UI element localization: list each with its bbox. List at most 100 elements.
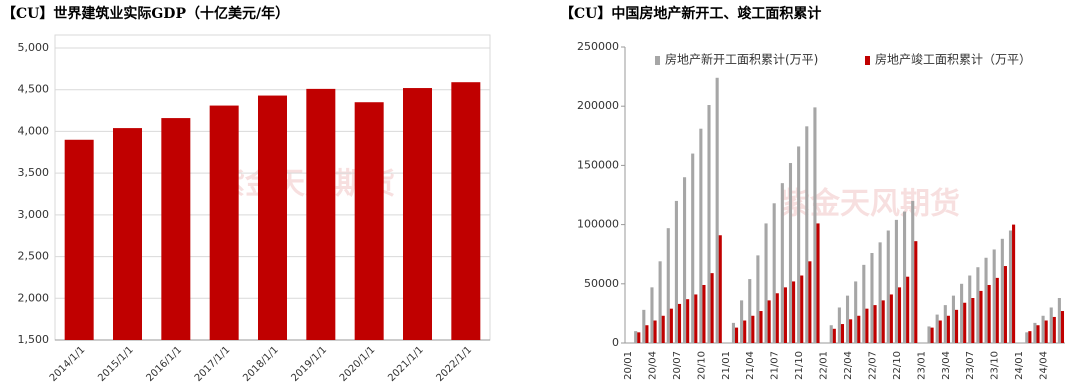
y-tick-label: 150000 [577, 158, 619, 171]
bar [740, 300, 744, 343]
bar [710, 273, 714, 343]
bar [955, 309, 959, 343]
bar [792, 281, 796, 343]
bar [666, 228, 670, 343]
bar [1049, 307, 1053, 343]
bar [354, 102, 384, 340]
bar [1036, 325, 1040, 343]
x-tick-label: 2015/1/1 [96, 344, 136, 384]
bar [960, 283, 964, 343]
x-tick-label: 2016/1/1 [145, 344, 185, 384]
bar [1008, 230, 1013, 343]
y-tick-label: 200000 [577, 99, 619, 112]
bar [683, 177, 687, 343]
y-tick-label: 3,500 [18, 166, 50, 179]
bar [634, 331, 638, 343]
bar [686, 299, 690, 343]
bar [759, 311, 763, 343]
x-tick-label: 2020/1/1 [338, 344, 378, 384]
bar [751, 315, 755, 343]
legend-swatch [865, 56, 870, 65]
bar [403, 88, 432, 340]
x-tick-label: 2019/1/1 [290, 344, 330, 384]
bar [897, 287, 902, 343]
bar [451, 82, 481, 340]
bar [995, 277, 999, 343]
y-tick-label: 250000 [577, 40, 619, 53]
x-tick-label: 21/01 [721, 351, 732, 380]
bar [1052, 316, 1056, 343]
x-tick-label: 24/04 [1039, 351, 1050, 380]
x-tick-label: 2018/1/1 [241, 344, 281, 384]
bar [669, 308, 673, 343]
bar [906, 276, 910, 343]
bar [1025, 332, 1029, 343]
bar [816, 223, 820, 343]
bar [718, 235, 722, 343]
bar [715, 77, 719, 343]
x-tick-label: 22/04 [843, 351, 854, 380]
x-tick-label: 20/04 [647, 351, 658, 380]
bar [731, 322, 735, 343]
bar [743, 320, 747, 343]
y-tick-label: 0 [612, 336, 619, 349]
bar [829, 325, 833, 343]
bar [927, 326, 931, 343]
x-tick-label: 2017/1/1 [193, 344, 233, 384]
bar [1000, 238, 1004, 343]
legend-label: 房地产新开工面积累计(万平) [665, 52, 818, 67]
x-tick-label: 2021/1/1 [386, 344, 426, 384]
bar [984, 257, 988, 343]
bar [637, 332, 641, 343]
bar [756, 255, 760, 343]
bar [748, 279, 752, 343]
bar [674, 200, 678, 343]
bar [903, 211, 907, 343]
bar [258, 95, 287, 340]
watermark: 紫金天风期货 [780, 187, 960, 222]
bar [976, 267, 980, 343]
x-tick-label: 2022/1/1 [435, 344, 475, 384]
bar [881, 300, 885, 343]
bar [650, 287, 654, 343]
bar [1028, 331, 1032, 343]
y-tick-label: 3,000 [18, 208, 50, 221]
bar [979, 290, 983, 343]
bar [938, 320, 942, 343]
y-tick-label: 2,000 [18, 291, 50, 304]
y-tick-label: 2,500 [18, 250, 50, 263]
bar [767, 300, 771, 343]
bar [780, 183, 784, 343]
x-tick-label: 21/10 [794, 351, 805, 380]
legend-swatch [655, 56, 660, 65]
legend-label: 房地产竣工面积累计（万平） [875, 52, 1031, 67]
bar [707, 105, 711, 344]
x-tick-label: 22/01 [819, 351, 830, 380]
y-tick-label: 100000 [577, 218, 619, 231]
bar [849, 319, 853, 343]
bar [840, 324, 845, 343]
x-tick-label: 23/04 [941, 351, 952, 380]
bar [946, 315, 950, 343]
x-tick-label: 20/07 [672, 351, 683, 380]
bar [645, 325, 649, 343]
x-tick-label: 21/07 [770, 351, 781, 380]
bar [797, 146, 801, 343]
bar [911, 200, 915, 343]
bar [873, 305, 877, 343]
bar [805, 126, 809, 343]
bar [775, 293, 779, 343]
bar [658, 261, 662, 343]
bar [1041, 315, 1045, 343]
bar [832, 328, 836, 343]
bar [772, 203, 776, 343]
bar [1012, 224, 1016, 343]
chart-title: 【CU】中国房地产新开工、竣工面积累计 [560, 5, 821, 22]
bar [837, 307, 841, 343]
bar [677, 303, 682, 343]
bar [1044, 320, 1048, 343]
bar [1003, 266, 1007, 343]
chart-title: 【CU】世界建筑业实际GDP（十亿美元/年） [2, 5, 289, 22]
bar [930, 327, 934, 343]
